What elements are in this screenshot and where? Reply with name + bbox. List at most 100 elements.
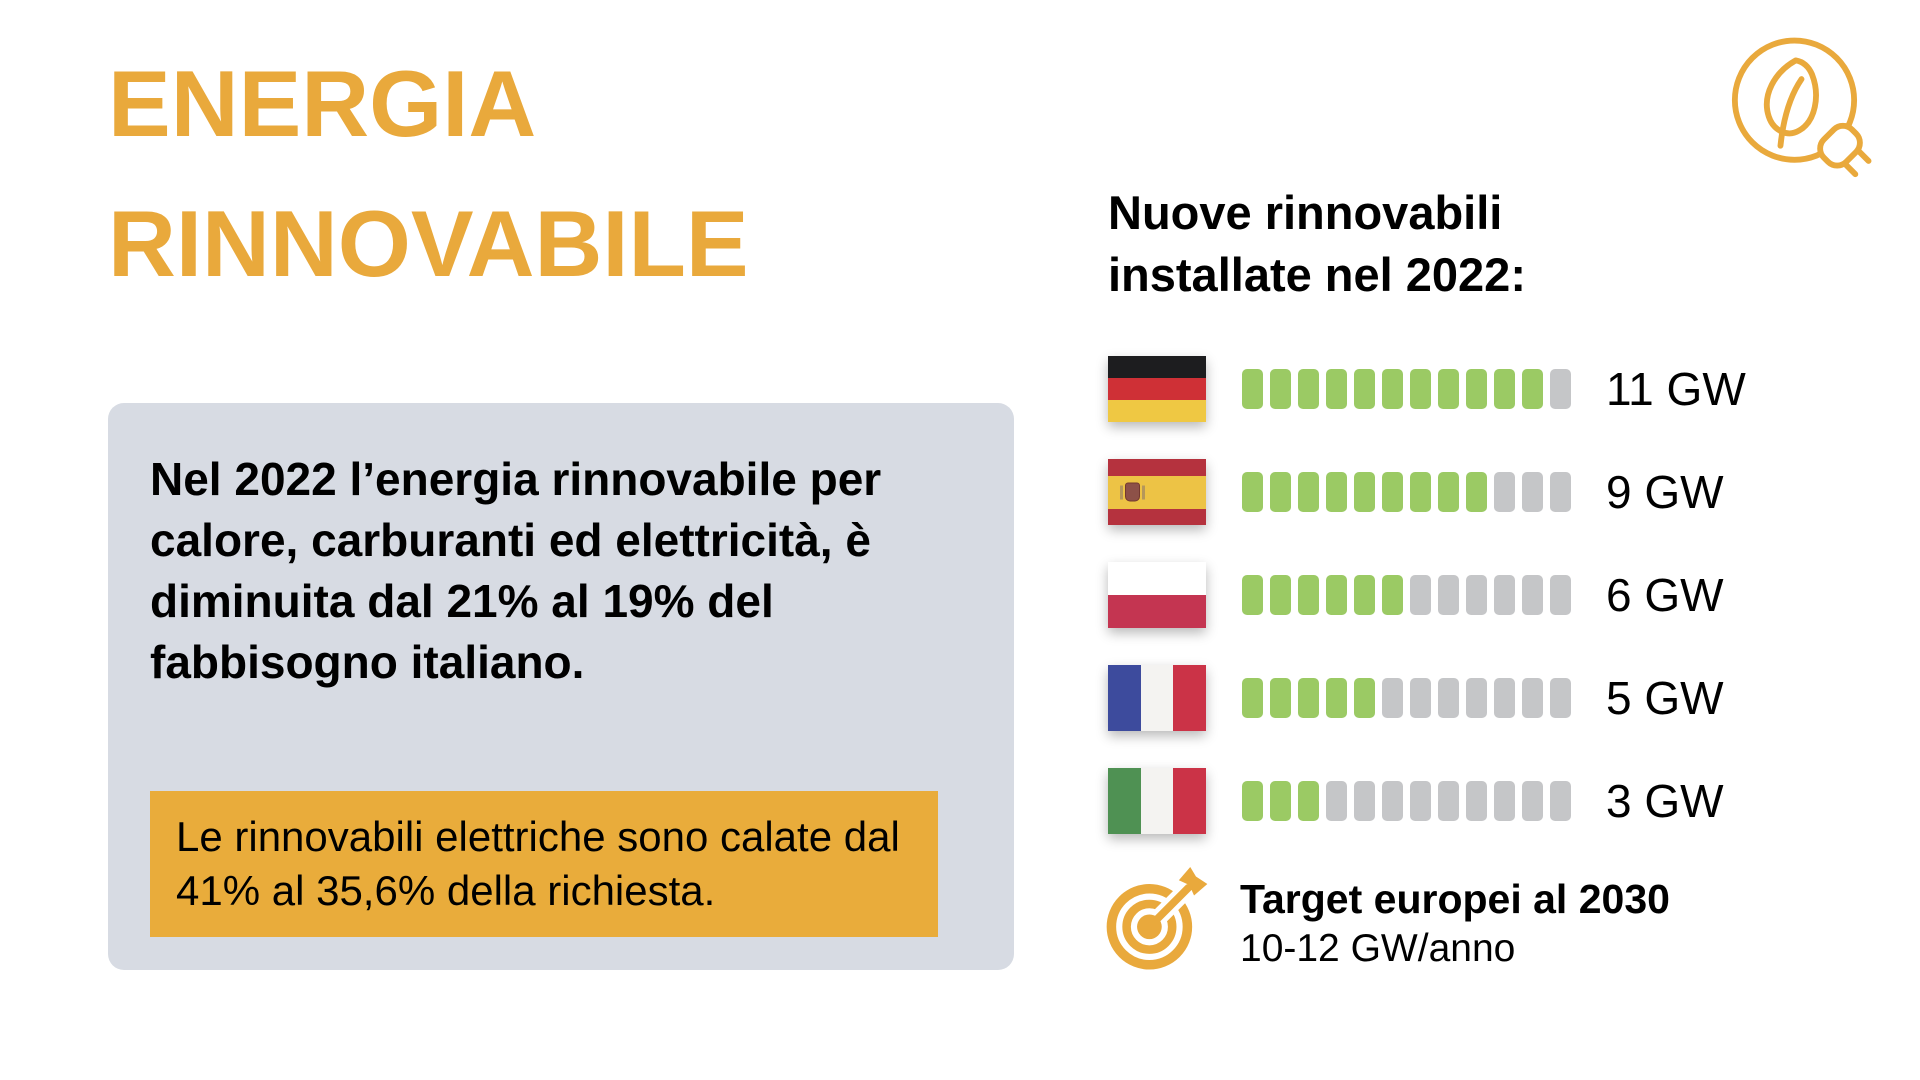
flag-stripe — [1173, 768, 1207, 834]
flag-stripe — [1108, 508, 1206, 525]
segment-filled — [1270, 369, 1291, 409]
segment-empty — [1494, 575, 1515, 615]
segment-filled — [1466, 472, 1487, 512]
segment-empty — [1550, 472, 1571, 512]
target-text: Target europei al 2030 10-12 GW/anno — [1240, 873, 1670, 973]
segment-bar — [1242, 575, 1571, 615]
segment-empty — [1522, 781, 1543, 821]
segment-filled — [1494, 369, 1515, 409]
segment-filled — [1382, 472, 1403, 512]
france-flag-icon — [1108, 665, 1207, 731]
flag-stripe — [1108, 595, 1206, 628]
segment-empty — [1550, 575, 1571, 615]
poland-flag-icon — [1108, 562, 1206, 628]
flag-stripe — [1108, 665, 1141, 731]
highlight-note: Le rinnovabili elettriche sono calate da… — [150, 791, 938, 937]
segment-filled — [1326, 369, 1347, 409]
flag-stripe — [1140, 768, 1174, 834]
segment-filled — [1298, 678, 1319, 718]
segment-filled — [1242, 472, 1263, 512]
chart-row-italy: 3 GW — [1108, 768, 1746, 834]
segment-empty — [1522, 575, 1543, 615]
segment-empty — [1494, 678, 1515, 718]
segment-empty — [1382, 678, 1403, 718]
segment-filled — [1466, 369, 1487, 409]
segment-empty — [1326, 781, 1347, 821]
segment-empty — [1550, 369, 1571, 409]
flag-stripe — [1108, 459, 1206, 476]
segment-filled — [1522, 369, 1543, 409]
segment-filled — [1410, 472, 1431, 512]
segment-filled — [1354, 575, 1375, 615]
segment-empty — [1438, 678, 1459, 718]
segment-empty — [1494, 472, 1515, 512]
segment-filled — [1438, 472, 1459, 512]
segment-filled — [1382, 575, 1403, 615]
segment-filled — [1354, 369, 1375, 409]
segment-empty — [1410, 781, 1431, 821]
segment-filled — [1382, 369, 1403, 409]
segment-empty — [1410, 678, 1431, 718]
italy-flag-icon — [1108, 768, 1207, 834]
segment-filled — [1270, 678, 1291, 718]
segment-filled — [1242, 575, 1263, 615]
segment-bar — [1242, 678, 1571, 718]
segment-filled — [1242, 781, 1263, 821]
value-label: 6 GW — [1606, 569, 1724, 621]
segment-empty — [1522, 678, 1543, 718]
chart-row-germany: 11 GW — [1108, 356, 1746, 422]
segment-filled — [1410, 369, 1431, 409]
segment-empty — [1466, 678, 1487, 718]
segment-empty — [1382, 781, 1403, 821]
segment-filled — [1298, 781, 1319, 821]
germany-flag-icon — [1108, 356, 1206, 422]
target-subtitle: 10-12 GW/anno — [1240, 927, 1516, 970]
target-title: Target europei al 2030 — [1240, 876, 1670, 922]
flag-stripe — [1108, 356, 1206, 378]
segment-filled — [1438, 369, 1459, 409]
segment-filled — [1242, 678, 1263, 718]
flag-stripe — [1108, 475, 1206, 509]
segment-empty — [1438, 575, 1459, 615]
chart-row-spain: 9 GW — [1108, 459, 1746, 525]
leaf-plug-icon — [1731, 37, 1872, 178]
segment-empty — [1550, 781, 1571, 821]
segment-empty — [1410, 575, 1431, 615]
spain-flag-icon — [1108, 459, 1206, 525]
target-bullseye-arrow-icon — [1106, 866, 1208, 970]
value-label: 9 GW — [1606, 466, 1724, 518]
segment-filled — [1242, 369, 1263, 409]
segment-filled — [1298, 575, 1319, 615]
segment-bar — [1242, 472, 1571, 512]
segment-filled — [1298, 369, 1319, 409]
segment-empty — [1466, 575, 1487, 615]
chart-row-poland: 6 GW — [1108, 562, 1746, 628]
flag-stripe — [1108, 400, 1206, 422]
segment-filled — [1326, 472, 1347, 512]
spain-coat-of-arms-icon — [1120, 482, 1145, 502]
segment-filled — [1354, 678, 1375, 718]
flag-stripe — [1173, 665, 1207, 731]
chart-title: Nuove rinnovabili installate nel 2022: — [1108, 186, 1526, 301]
flag-stripe — [1140, 665, 1174, 731]
flag-stripe — [1108, 768, 1141, 834]
flag-stripe — [1108, 562, 1206, 595]
segment-bar — [1242, 781, 1571, 821]
segment-filled — [1270, 781, 1291, 821]
segment-filled — [1270, 472, 1291, 512]
page-title: ENERGIA RINNOVABILE — [108, 34, 749, 314]
page-title-line2: RINNOVABILE — [108, 191, 749, 296]
segment-empty — [1354, 781, 1375, 821]
chart-row-france: 5 GW — [1108, 665, 1746, 731]
page-title-line1: ENERGIA — [108, 51, 537, 156]
segment-empty — [1466, 781, 1487, 821]
flag-stripe — [1108, 378, 1206, 400]
segment-filled — [1326, 678, 1347, 718]
segment-filled — [1326, 575, 1347, 615]
segment-filled — [1270, 575, 1291, 615]
segment-empty — [1550, 678, 1571, 718]
segment-empty — [1494, 781, 1515, 821]
segment-bar — [1242, 369, 1571, 409]
segment-empty — [1438, 781, 1459, 821]
